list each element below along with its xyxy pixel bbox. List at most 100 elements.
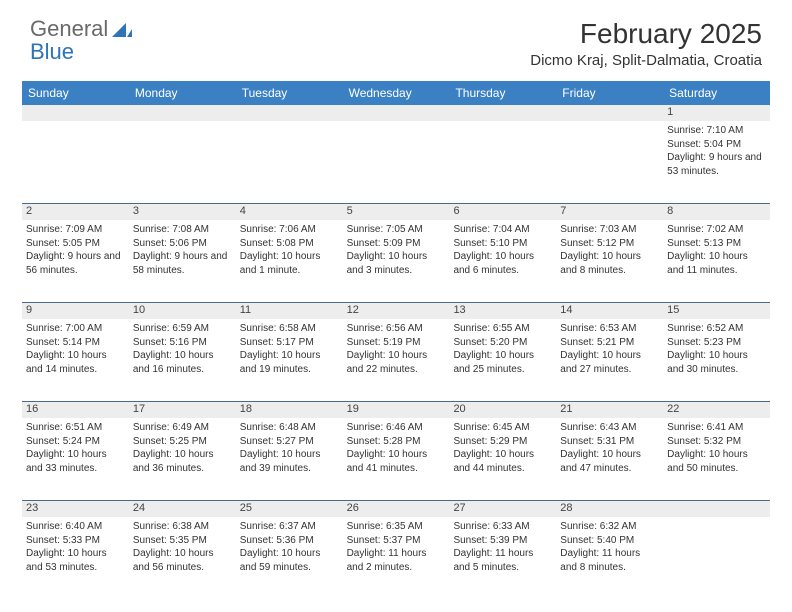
day-header-row: Sunday Monday Tuesday Wednesday Thursday… <box>22 81 770 105</box>
sunrise-line: Sunrise: 6:48 AM <box>240 421 339 435</box>
sunset-line: Sunset: 5:36 PM <box>240 534 339 548</box>
day-number: 1 <box>663 105 770 121</box>
week-row: Sunrise: 7:10 AMSunset: 5:04 PMDaylight:… <box>22 121 770 203</box>
day-number: 10 <box>129 303 236 319</box>
day-number: 6 <box>449 204 556 220</box>
sunrise-line: Sunrise: 6:45 AM <box>453 421 552 435</box>
sunrise-line: Sunrise: 6:43 AM <box>560 421 659 435</box>
sunrise-line: Sunrise: 7:09 AM <box>26 223 125 237</box>
day-header-wed: Wednesday <box>343 81 450 105</box>
sunset-line: Sunset: 5:28 PM <box>347 435 446 449</box>
day-number <box>343 105 450 121</box>
day-cell <box>22 121 129 203</box>
day-number: 28 <box>556 501 663 517</box>
daylight-line: Daylight: 10 hours and 36 minutes. <box>133 448 232 475</box>
daylight-line: Daylight: 10 hours and 39 minutes. <box>240 448 339 475</box>
sunset-line: Sunset: 5:06 PM <box>133 237 232 251</box>
daylight-line: Daylight: 10 hours and 25 minutes. <box>453 349 552 376</box>
week-row: Sunrise: 6:51 AMSunset: 5:24 PMDaylight:… <box>22 418 770 500</box>
day-number: 14 <box>556 303 663 319</box>
day-cell: Sunrise: 6:58 AMSunset: 5:17 PMDaylight:… <box>236 319 343 401</box>
day-number: 18 <box>236 402 343 418</box>
sunset-line: Sunset: 5:39 PM <box>453 534 552 548</box>
day-header-sun: Sunday <box>22 81 129 105</box>
day-cell: Sunrise: 6:43 AMSunset: 5:31 PMDaylight:… <box>556 418 663 500</box>
sunset-line: Sunset: 5:19 PM <box>347 336 446 350</box>
sunrise-line: Sunrise: 7:00 AM <box>26 322 125 336</box>
day-number: 24 <box>129 501 236 517</box>
sunrise-line: Sunrise: 6:56 AM <box>347 322 446 336</box>
daylight-line: Daylight: 10 hours and 1 minute. <box>240 250 339 277</box>
weeks-container: 1Sunrise: 7:10 AMSunset: 5:04 PMDaylight… <box>22 105 770 599</box>
day-number <box>129 105 236 121</box>
sunset-line: Sunset: 5:05 PM <box>26 237 125 251</box>
sunrise-line: Sunrise: 7:08 AM <box>133 223 232 237</box>
sunset-line: Sunset: 5:17 PM <box>240 336 339 350</box>
sunset-line: Sunset: 5:33 PM <box>26 534 125 548</box>
sunset-line: Sunset: 5:35 PM <box>133 534 232 548</box>
sunrise-line: Sunrise: 6:55 AM <box>453 322 552 336</box>
day-number: 25 <box>236 501 343 517</box>
sunrise-line: Sunrise: 6:46 AM <box>347 421 446 435</box>
sunrise-line: Sunrise: 6:59 AM <box>133 322 232 336</box>
day-number: 4 <box>236 204 343 220</box>
day-cell: Sunrise: 7:10 AMSunset: 5:04 PMDaylight:… <box>663 121 770 203</box>
daylight-line: Daylight: 10 hours and 41 minutes. <box>347 448 446 475</box>
day-cell: Sunrise: 6:33 AMSunset: 5:39 PMDaylight:… <box>449 517 556 599</box>
sunrise-line: Sunrise: 6:58 AM <box>240 322 339 336</box>
day-cell: Sunrise: 6:56 AMSunset: 5:19 PMDaylight:… <box>343 319 450 401</box>
sunset-line: Sunset: 5:27 PM <box>240 435 339 449</box>
day-cell: Sunrise: 6:49 AMSunset: 5:25 PMDaylight:… <box>129 418 236 500</box>
sunset-line: Sunset: 5:10 PM <box>453 237 552 251</box>
daylight-line: Daylight: 9 hours and 58 minutes. <box>133 250 232 277</box>
day-cell: Sunrise: 7:08 AMSunset: 5:06 PMDaylight:… <box>129 220 236 302</box>
sunrise-line: Sunrise: 6:38 AM <box>133 520 232 534</box>
sunrise-line: Sunrise: 6:35 AM <box>347 520 446 534</box>
day-number: 22 <box>663 402 770 418</box>
sunrise-line: Sunrise: 7:04 AM <box>453 223 552 237</box>
day-number: 16 <box>22 402 129 418</box>
day-number <box>236 105 343 121</box>
sunrise-line: Sunrise: 6:33 AM <box>453 520 552 534</box>
sunrise-line: Sunrise: 7:06 AM <box>240 223 339 237</box>
day-cell <box>236 121 343 203</box>
sunrise-line: Sunrise: 6:37 AM <box>240 520 339 534</box>
day-cell: Sunrise: 6:46 AMSunset: 5:28 PMDaylight:… <box>343 418 450 500</box>
week-number-strip: 2345678 <box>22 203 770 220</box>
day-number: 8 <box>663 204 770 220</box>
sunset-line: Sunset: 5:04 PM <box>667 138 766 152</box>
day-header-fri: Friday <box>556 81 663 105</box>
week-row: Sunrise: 7:09 AMSunset: 5:05 PM Daylight:… <box>22 220 770 302</box>
daylight-line: Daylight: 11 hours and 5 minutes. <box>453 547 552 574</box>
day-number: 7 <box>556 204 663 220</box>
daylight-line: Daylight: 10 hours and 27 minutes. <box>560 349 659 376</box>
daylight-line: Daylight: 10 hours and 56 minutes. <box>133 547 232 574</box>
day-cell: Sunrise: 6:45 AMSunset: 5:29 PMDaylight:… <box>449 418 556 500</box>
sunrise-line: Sunrise: 6:52 AM <box>667 322 766 336</box>
daylight-line: Daylight: 10 hours and 16 minutes. <box>133 349 232 376</box>
sunrise-line: Sunrise: 6:41 AM <box>667 421 766 435</box>
day-header-tue: Tuesday <box>236 81 343 105</box>
day-cell: Sunrise: 6:32 AMSunset: 5:40 PMDaylight:… <box>556 517 663 599</box>
daylight-line: Daylight: 10 hours and 6 minutes. <box>453 250 552 277</box>
day-cell: Sunrise: 6:51 AMSunset: 5:24 PMDaylight:… <box>22 418 129 500</box>
week-row: Sunrise: 6:40 AMSunset: 5:33 PM Daylight:… <box>22 517 770 599</box>
week-number-strip: 16171819202122 <box>22 401 770 418</box>
sunrise-line: Sunrise: 6:40 AM <box>26 520 125 534</box>
day-number: 21 <box>556 402 663 418</box>
week-number-strip: 9101112131415 <box>22 302 770 319</box>
day-cell <box>129 121 236 203</box>
logo-text-general: General <box>30 16 108 41</box>
daylight-line: Daylight: 10 hours and 30 minutes. <box>667 349 766 376</box>
daylight-line: Daylight: 10 hours and 8 minutes. <box>560 250 659 277</box>
daylight-line: Daylight: 10 hours and 11 minutes. <box>667 250 766 277</box>
day-cell: Sunrise: 7:09 AMSunset: 5:05 PMDaylight:… <box>22 220 129 302</box>
sunset-line: Sunset: 5:24 PM <box>26 435 125 449</box>
day-number: 19 <box>343 402 450 418</box>
sunset-line: Sunset: 5:25 PM <box>133 435 232 449</box>
day-number: 11 <box>236 303 343 319</box>
day-number <box>22 105 129 121</box>
sunset-line: Sunset: 5:09 PM <box>347 237 446 251</box>
day-number: 12 <box>343 303 450 319</box>
sunset-line: Sunset: 5:16 PM <box>133 336 232 350</box>
